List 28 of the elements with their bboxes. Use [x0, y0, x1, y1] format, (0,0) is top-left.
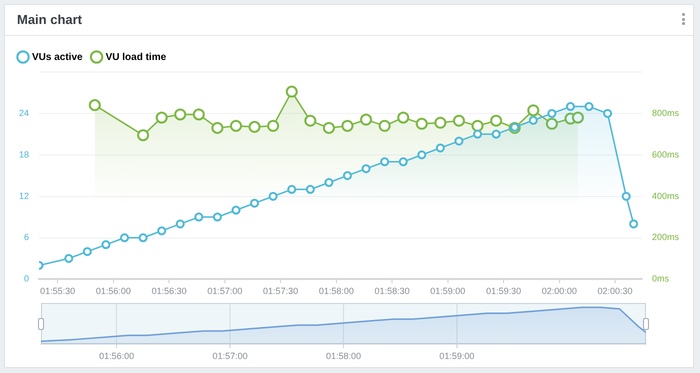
x-tick-label: 01:57:00	[207, 286, 242, 296]
y2-tick-label: 800ms	[652, 108, 680, 118]
y2-tick-label: 0ms	[652, 274, 670, 284]
x-tick-label: 01:59:30	[486, 286, 522, 296]
x-tick-label: 02:00:00	[542, 286, 577, 296]
x-tick-label: 01:58:00	[326, 351, 362, 362]
x-tick-label: 01:57:30	[263, 286, 298, 296]
x-tick-label: 01:59:00	[430, 286, 466, 296]
legend-label: VU load time	[106, 52, 167, 63]
legend-label: VUs active	[32, 52, 84, 63]
x-tick-label: 01:56:00	[96, 286, 131, 296]
x-tick-label: 01:57:00	[212, 351, 248, 362]
y2-tick-label: 200ms	[652, 232, 680, 242]
x-tick-label: 01:58:00	[318, 286, 354, 296]
x-tick-label: 01:56:00	[99, 351, 134, 362]
y-tick-label: 6	[24, 232, 30, 242]
y-tick-label: 18	[18, 149, 30, 160]
x-tick-label: 01:58:30	[374, 286, 410, 296]
x-tick-label: 01:56:30	[152, 286, 187, 296]
y-tick-label: 12	[18, 190, 30, 201]
y2-tick-label: 600ms	[652, 149, 680, 160]
x-tick-label: 01:59:00	[439, 351, 474, 362]
x-tick-label: 01:55:30	[40, 286, 76, 296]
y-tick-label: 24	[18, 108, 30, 118]
y2-tick-label: 400ms	[652, 190, 680, 201]
y-tick-label: 0	[24, 274, 30, 284]
chart-title: Main chart	[17, 12, 82, 27]
x-tick-label: 02:00:30	[598, 286, 633, 296]
